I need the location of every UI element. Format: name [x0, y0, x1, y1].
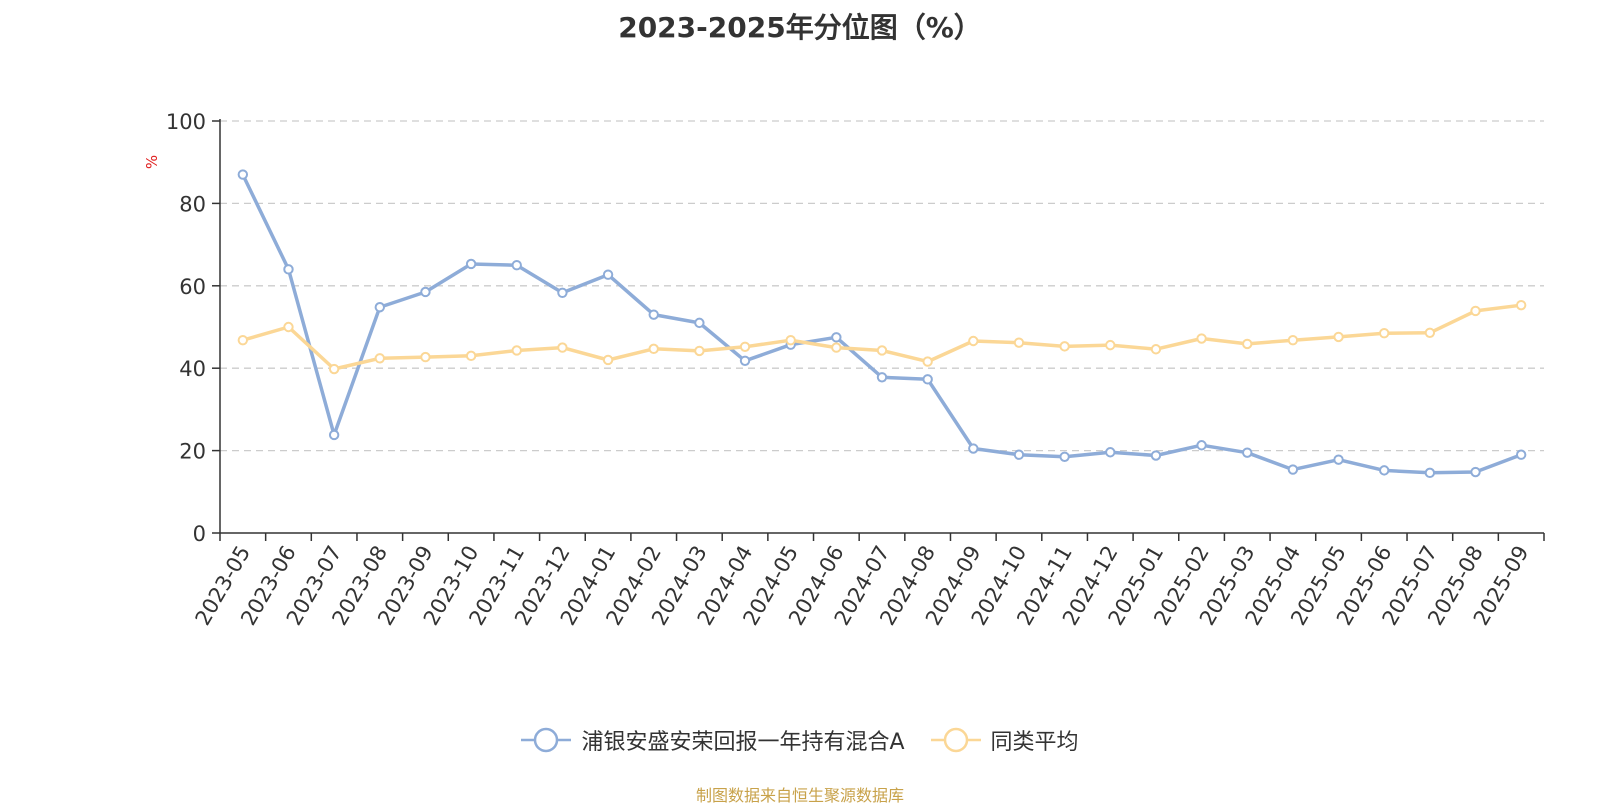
- data-point: [1424, 467, 1436, 479]
- data-point: [602, 269, 614, 280]
- data-point: [1470, 305, 1481, 317]
- data-point: [922, 374, 933, 385]
- data-point: [328, 363, 340, 375]
- data-point: [1379, 327, 1390, 339]
- data-point: [1196, 333, 1207, 344]
- data-point: [739, 355, 751, 366]
- data-point: [237, 334, 249, 346]
- data-point: [1287, 334, 1299, 346]
- data-point: [1059, 341, 1070, 352]
- y-tick-label: 60: [179, 275, 206, 299]
- legend-item-0[interactable]: 浦银安盛安荣回报一年持有混合A: [521, 724, 905, 756]
- data-point: [420, 351, 431, 363]
- y-tick-label: 20: [179, 440, 206, 464]
- data-point: [694, 345, 705, 357]
- series-line-1: [242, 303, 1522, 371]
- data-point: [557, 342, 568, 353]
- data-point: [1379, 465, 1390, 476]
- data-point: [374, 302, 385, 313]
- data-point: [1242, 338, 1253, 350]
- data-point: [785, 334, 796, 346]
- data-point: [831, 342, 842, 353]
- data-point: [1333, 454, 1344, 465]
- series-line-0: [241, 173, 1522, 475]
- data-point: [968, 335, 979, 347]
- data-point: [465, 258, 477, 270]
- legend-label: 同类平均: [990, 730, 1079, 755]
- data-point: [876, 345, 888, 356]
- data-point: [283, 321, 294, 333]
- data-point: [1105, 339, 1116, 351]
- data-point: [922, 356, 933, 367]
- data-point: [328, 429, 340, 441]
- legend-item-1[interactable]: 同类平均: [930, 724, 1079, 756]
- data-point: [831, 332, 842, 343]
- axes: 0204060801002023-052023-062023-072023-08…: [166, 110, 1545, 629]
- data-point: [1013, 449, 1025, 460]
- data-source-note: 制图数据来自恒生聚源数据库: [695, 786, 904, 805]
- data-point: [283, 264, 294, 275]
- data-point: [1150, 450, 1162, 461]
- data-point: [1287, 464, 1299, 475]
- data-point: [1059, 451, 1070, 462]
- data-point: [465, 350, 477, 362]
- y-tick-label: 80: [179, 192, 206, 216]
- data-point: [1242, 447, 1253, 458]
- data-point: [511, 345, 522, 356]
- series-lines: [237, 169, 1527, 479]
- data-point: [876, 372, 888, 383]
- data-point: [1515, 449, 1527, 460]
- legend-marker-icon: [930, 727, 981, 753]
- legend: 浦银安盛安荣回报一年持有混合A 同类平均: [0, 724, 1600, 756]
- data-point: [648, 309, 659, 320]
- data-point: [557, 287, 568, 299]
- data-point: [602, 354, 614, 366]
- grid-lines: [220, 120, 1544, 452]
- data-point: [420, 286, 431, 298]
- data-point: [374, 353, 385, 364]
- data-point: [511, 260, 522, 271]
- chart-title: 2023-2025年分位图（%）: [618, 11, 982, 44]
- data-point: [1424, 327, 1436, 338]
- y-axis-unit-label: %: [143, 155, 161, 169]
- data-point: [968, 443, 979, 454]
- legend-marker-icon: [521, 727, 572, 753]
- data-point: [1515, 299, 1527, 311]
- data-point: [648, 343, 659, 355]
- y-tick-label: 0: [193, 522, 206, 546]
- data-point: [739, 341, 751, 352]
- legend-label: 浦银安盛安荣回报一年持有混合A: [581, 730, 905, 755]
- data-point: [1333, 331, 1344, 343]
- data-point: [1013, 337, 1025, 348]
- y-tick-label: 40: [179, 357, 206, 381]
- data-point: [1470, 466, 1481, 478]
- data-point: [1105, 447, 1116, 458]
- y-tick-label: 100: [166, 110, 206, 134]
- data-point: [1150, 344, 1162, 355]
- data-point: [237, 169, 249, 180]
- data-point: [1196, 440, 1207, 451]
- data-point: [694, 317, 705, 329]
